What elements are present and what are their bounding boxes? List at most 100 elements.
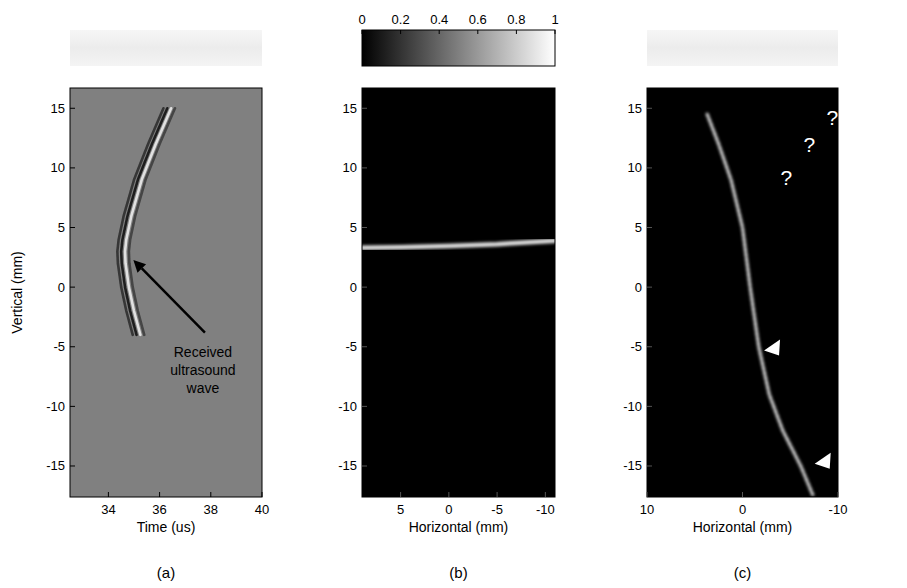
wave-line bbox=[707, 114, 813, 496]
x-axis-title: Time (us) bbox=[137, 519, 196, 535]
x-tick-label: 34 bbox=[101, 502, 115, 517]
y-tick-label: 10 bbox=[343, 160, 357, 175]
y-tick bbox=[362, 465, 367, 466]
wave-line bbox=[362, 241, 555, 248]
x-tick bbox=[108, 492, 109, 497]
y-tick-label: -10 bbox=[46, 399, 65, 414]
colorbar-tick-label: 0.4 bbox=[430, 12, 448, 27]
y-tick bbox=[70, 167, 75, 168]
colorbar-tick-label: 0.8 bbox=[507, 12, 525, 27]
y-tick bbox=[647, 465, 652, 466]
x-tick bbox=[400, 492, 401, 497]
x-tick-label: -5 bbox=[491, 502, 503, 517]
x-tick bbox=[210, 492, 211, 497]
x-axis-title: Horizontal (mm) bbox=[409, 519, 509, 535]
colorbar-tick-label: 0.6 bbox=[469, 12, 487, 27]
colorbar-tick bbox=[555, 30, 556, 34]
colorbar-tick-label: 0.2 bbox=[392, 12, 410, 27]
x-tick-label: -10 bbox=[829, 502, 848, 517]
y-tick-label: -5 bbox=[345, 339, 357, 354]
annotation: ? bbox=[804, 133, 816, 156]
blank-colorbar bbox=[647, 30, 838, 66]
y-tick-label: -15 bbox=[623, 458, 642, 473]
y-tick-label: 10 bbox=[628, 160, 642, 175]
x-tick bbox=[497, 492, 498, 497]
x-tick-label: 40 bbox=[255, 502, 269, 517]
colorbar-tick-label: 1 bbox=[551, 12, 558, 27]
y-tick-label: 10 bbox=[51, 160, 65, 175]
y-tick-label: 5 bbox=[635, 220, 642, 235]
image-background bbox=[70, 88, 262, 497]
y-tick bbox=[362, 287, 367, 288]
colorbar-tick bbox=[400, 30, 401, 34]
wave-line bbox=[125, 108, 171, 335]
x-tick-label: 10 bbox=[640, 502, 654, 517]
y-tick bbox=[70, 465, 75, 466]
y-tick-label: -10 bbox=[338, 399, 357, 414]
y-tick bbox=[70, 346, 75, 347]
y-tick bbox=[647, 346, 652, 347]
x-tick-label: 5 bbox=[397, 502, 404, 517]
y-tick bbox=[70, 227, 75, 228]
panel: 34363840-15-10-5051015Time (us)Vertical … bbox=[9, 30, 269, 581]
marks bbox=[707, 114, 831, 496]
annotation: Receivedultrasoundwave bbox=[170, 344, 235, 396]
marker bbox=[815, 453, 831, 469]
x-tick-label: 0 bbox=[445, 502, 452, 517]
x-tick-label: 0 bbox=[739, 502, 746, 517]
y-tick bbox=[647, 406, 652, 407]
panel: 00.20.40.60.8150-5-10-15-10-5051015Horiz… bbox=[338, 12, 558, 581]
y-tick-label: 5 bbox=[350, 220, 357, 235]
y-tick bbox=[362, 346, 367, 347]
colorbar-tick bbox=[439, 30, 440, 34]
colorbar-tick-label: 0 bbox=[358, 12, 365, 27]
annotation: ? bbox=[826, 106, 838, 129]
y-tick-label: 15 bbox=[343, 101, 357, 116]
x-tick bbox=[647, 492, 648, 497]
y-tick-label: 0 bbox=[350, 280, 357, 295]
annotation-arrow bbox=[142, 268, 205, 332]
y-tick-label: -5 bbox=[630, 339, 642, 354]
y-tick bbox=[362, 406, 367, 407]
marker bbox=[764, 340, 780, 356]
y-tick-label: 5 bbox=[58, 220, 65, 235]
x-tick bbox=[159, 492, 160, 497]
y-tick bbox=[362, 108, 367, 109]
panel-label: (b) bbox=[449, 564, 467, 581]
colorbar-tick bbox=[362, 30, 363, 34]
y-tick bbox=[70, 406, 75, 407]
y-axis-title: Vertical (mm) bbox=[9, 251, 25, 333]
blank-colorbar bbox=[70, 30, 262, 66]
marks bbox=[362, 241, 555, 248]
y-tick-label: -5 bbox=[53, 339, 65, 354]
y-tick bbox=[362, 167, 367, 168]
x-tick bbox=[448, 492, 449, 497]
y-tick-label: 15 bbox=[628, 101, 642, 116]
axes-frame bbox=[70, 88, 262, 497]
y-tick bbox=[647, 167, 652, 168]
colorbar-tick bbox=[516, 30, 517, 34]
axes-frame bbox=[362, 88, 555, 497]
y-tick bbox=[647, 287, 652, 288]
colorbar bbox=[362, 30, 555, 66]
x-tick bbox=[838, 492, 839, 497]
x-axis-title: Horizontal (mm) bbox=[693, 519, 793, 535]
panel-label: (a) bbox=[157, 564, 175, 581]
wave-line bbox=[129, 108, 175, 335]
annotation: ? bbox=[781, 166, 793, 189]
image-background bbox=[647, 88, 838, 497]
y-tick-label: 0 bbox=[635, 280, 642, 295]
marks bbox=[117, 108, 175, 335]
y-tick bbox=[70, 108, 75, 109]
y-tick-label: -10 bbox=[623, 399, 642, 414]
y-tick bbox=[647, 227, 652, 228]
x-tick-label: 38 bbox=[204, 502, 218, 517]
y-tick-label: -15 bbox=[46, 458, 65, 473]
axes-frame bbox=[647, 88, 838, 497]
annotation-arrowhead bbox=[133, 260, 146, 273]
panel: 100-10-15-10-5051015Horizontal (mm)(c)??… bbox=[623, 30, 847, 581]
y-tick bbox=[362, 227, 367, 228]
y-tick-label: -15 bbox=[338, 458, 357, 473]
y-tick bbox=[647, 108, 652, 109]
x-tick bbox=[545, 492, 546, 497]
